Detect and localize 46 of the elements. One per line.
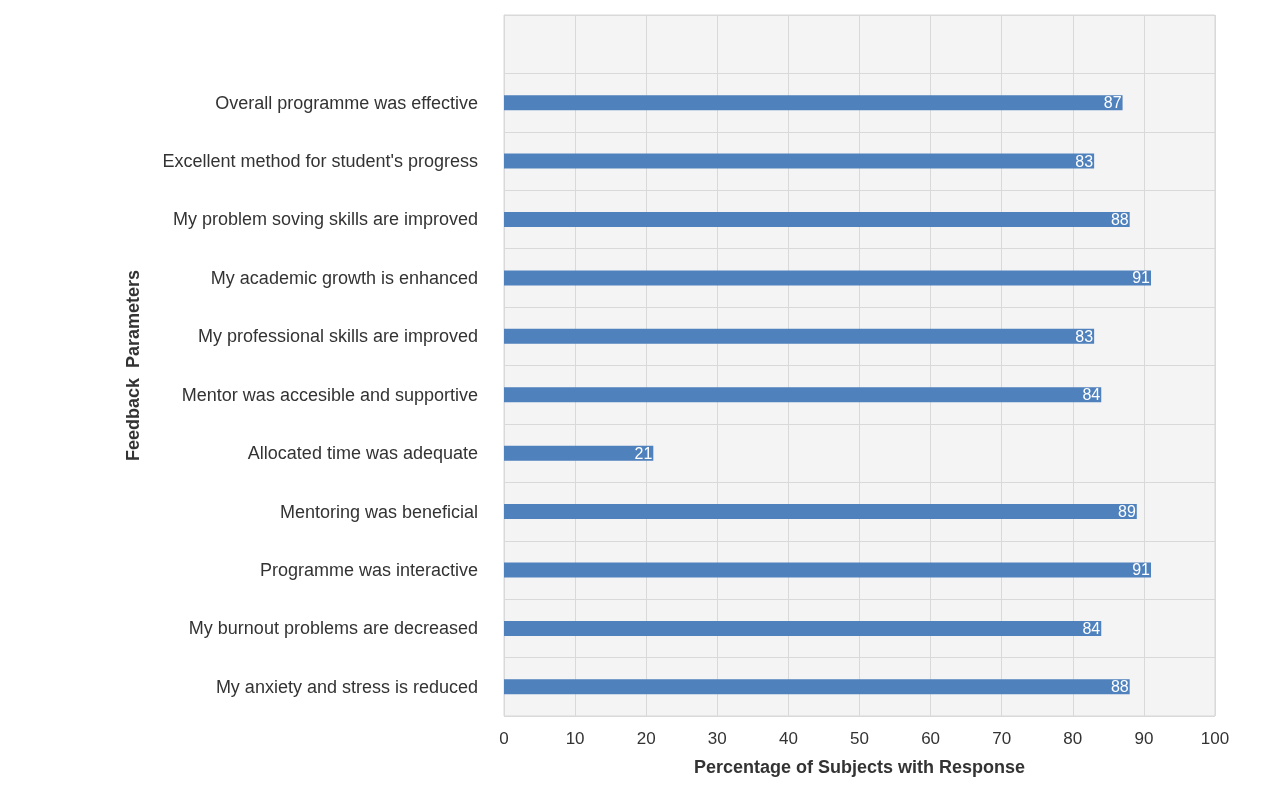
data-label: 84 xyxy=(1082,386,1101,404)
x-tick-label: 30 xyxy=(707,729,727,748)
y-tick-label: My problem soving skills are improved xyxy=(172,209,478,230)
y-tick-label: My academic growth is enhanced xyxy=(210,267,478,288)
data-label: 87 xyxy=(1103,94,1122,112)
y-tick-label: Excellent method for student's progress xyxy=(162,151,478,172)
x-axis-title: Percentage of Subjects with Response xyxy=(693,757,1026,777)
y-axis-title: Feedback Parameters xyxy=(123,269,143,462)
data-label: 91 xyxy=(1132,269,1151,287)
y-tick-label: Programme was interactive xyxy=(259,559,478,580)
data-label: 84 xyxy=(1082,619,1101,637)
data-label: 91 xyxy=(1132,561,1151,579)
data-label: 89 xyxy=(1117,503,1136,521)
x-tick-label: 20 xyxy=(636,729,656,748)
x-tick-label: 100 xyxy=(1200,729,1230,748)
y-tick-label: Mentoring was beneficial xyxy=(279,501,478,522)
y-tick-label: Allocated time was adequate xyxy=(247,443,478,464)
x-tick-label: 90 xyxy=(1134,729,1154,748)
x-tick-label: 40 xyxy=(778,729,798,748)
bar xyxy=(504,445,654,461)
y-tick-label: Overall programme was effective xyxy=(215,92,478,113)
bar xyxy=(504,679,1130,695)
bar xyxy=(504,153,1095,169)
x-tick-label: 80 xyxy=(1063,729,1083,748)
data-label: 21 xyxy=(634,444,653,462)
x-tick-label: 0 xyxy=(499,729,509,748)
y-tick-label: My anxiety and stress is reduced xyxy=(215,676,478,697)
bar xyxy=(504,387,1102,403)
x-tick-label: 50 xyxy=(850,729,869,748)
data-label: 88 xyxy=(1110,210,1129,228)
data-label: 83 xyxy=(1075,327,1094,345)
data-label: 83 xyxy=(1075,152,1094,170)
y-tick-label: My professional skills are improved xyxy=(197,326,478,347)
bar xyxy=(504,504,1137,520)
data-label: 88 xyxy=(1110,678,1129,696)
x-tick-label: 70 xyxy=(992,729,1012,748)
y-tick-label: My burnout problems are decreased xyxy=(188,618,478,639)
bar xyxy=(504,211,1130,227)
bar xyxy=(504,95,1123,111)
y-tick-label: Mentor was accesible and supportive xyxy=(181,384,478,405)
bar xyxy=(504,562,1152,578)
x-tick-label: 10 xyxy=(565,729,585,748)
bar xyxy=(504,270,1152,286)
x-tick-label: 60 xyxy=(921,729,941,748)
bar xyxy=(504,620,1102,636)
bar xyxy=(504,328,1095,344)
